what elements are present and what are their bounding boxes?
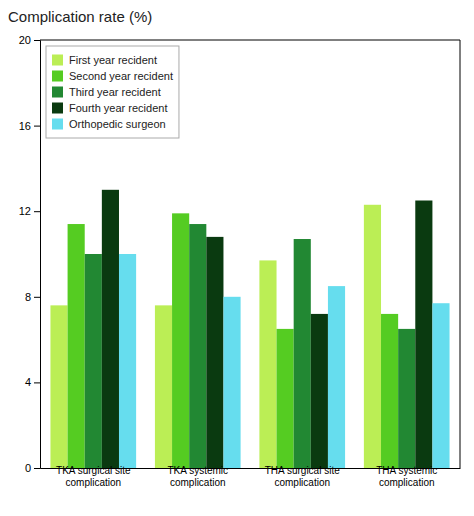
legend-item: Third year recident (52, 86, 161, 98)
bar (102, 190, 119, 468)
legend-swatch (52, 87, 63, 98)
bar (364, 205, 381, 468)
bar (189, 224, 206, 468)
x-axis: TKA surgical sitecomplicationTKA systemi… (41, 465, 461, 488)
legend-item: First year recident (52, 54, 157, 66)
legend-swatch (52, 55, 63, 66)
y-tick: 12 (19, 205, 40, 217)
x-tick-label-line: complication (379, 477, 435, 488)
y-tick-label: 16 (19, 120, 31, 132)
y-tick: 0 (25, 462, 40, 474)
chart: Complication rate (%) 0 4 8 12 16 20 TKA surgic… (0, 0, 474, 516)
legend-swatch (52, 103, 63, 114)
y-tick-mark (34, 468, 40, 469)
y-tick-label: 8 (25, 291, 31, 303)
bar (68, 224, 85, 468)
x-tick-label-line: TKA surgical site (56, 465, 131, 476)
y-tick: 20 (19, 34, 40, 46)
y-tick-label: 4 (25, 376, 31, 388)
legend: First year recident Second year recident T… (46, 46, 179, 138)
legend-label: Third year recident (69, 86, 161, 98)
y-tick-mark (34, 126, 40, 127)
y-tick-mark (34, 382, 40, 383)
x-tick: TKA systemiccomplication (167, 465, 228, 488)
y-tick-label: 20 (19, 34, 31, 46)
bar (277, 329, 294, 468)
legend-item: Orthopedic surgeon (52, 118, 166, 130)
x-tick-label: THA systemiccomplication (376, 465, 437, 488)
legend-box (46, 46, 179, 138)
title: Complication rate (%) (8, 8, 152, 25)
legend-swatch (52, 119, 63, 130)
bar (398, 329, 415, 468)
y-axis-line (34, 41, 41, 469)
x-tick-label: TKA systemiccomplication (167, 465, 228, 488)
x-tick-label: THA surgical sitecomplication (265, 465, 340, 488)
bar (259, 260, 276, 468)
x-tick-label-line: complication (274, 477, 330, 488)
bar-series (85, 224, 416, 468)
bar (50, 305, 67, 468)
y-tick-label: 0 (25, 462, 31, 474)
bar (172, 213, 189, 468)
x-tick: THA surgical sitecomplication (265, 465, 340, 488)
frame-top (40, 40, 460, 41)
bar (223, 297, 240, 468)
bar (119, 254, 136, 468)
x-tick-label-line: THA surgical site (265, 465, 340, 476)
bar (415, 201, 432, 469)
bar (311, 314, 328, 468)
bar (294, 239, 311, 468)
x-tick: TKA surgical sitecomplication (56, 465, 131, 488)
x-tick: THA systemiccomplication (376, 465, 437, 488)
bar (206, 237, 223, 468)
y-tick-mark (34, 40, 40, 41)
legend-label: Orthopedic surgeon (69, 118, 166, 130)
bar-series (50, 205, 381, 468)
y-axis: 0 4 8 12 16 20 (19, 34, 41, 474)
bar-series (102, 190, 433, 468)
bar (155, 305, 172, 468)
bar (85, 254, 102, 468)
legend-label: Second year recident (69, 70, 173, 82)
x-tick-label-line: TKA systemic (167, 465, 228, 476)
bars (50, 190, 449, 468)
legend-label: Fourth year recident (69, 102, 167, 114)
bar-series (119, 254, 450, 468)
y-tick: 16 (19, 120, 40, 132)
y-tick: 4 (25, 376, 40, 388)
x-tick-label-line: complication (170, 477, 226, 488)
legend-item: Second year recident (52, 70, 173, 82)
y-tick-mark (34, 211, 40, 212)
bar (328, 286, 345, 468)
legend-item: Fourth year recident (52, 102, 167, 114)
x-tick-label-line: complication (65, 477, 121, 488)
bar (432, 303, 449, 468)
y-tick-mark (34, 297, 40, 298)
y-tick-label: 12 (19, 205, 31, 217)
x-tick-label-line: THA systemic (376, 465, 437, 476)
legend-swatch (52, 71, 63, 82)
frame-right (460, 40, 461, 468)
x-tick-label: TKA surgical sitecomplication (56, 465, 131, 488)
bar (381, 314, 398, 468)
plot: 048121620TKA surgical sitecomplicationTK… (19, 34, 461, 487)
legend-label: First year recident (69, 54, 157, 66)
y-tick: 8 (25, 291, 40, 303)
